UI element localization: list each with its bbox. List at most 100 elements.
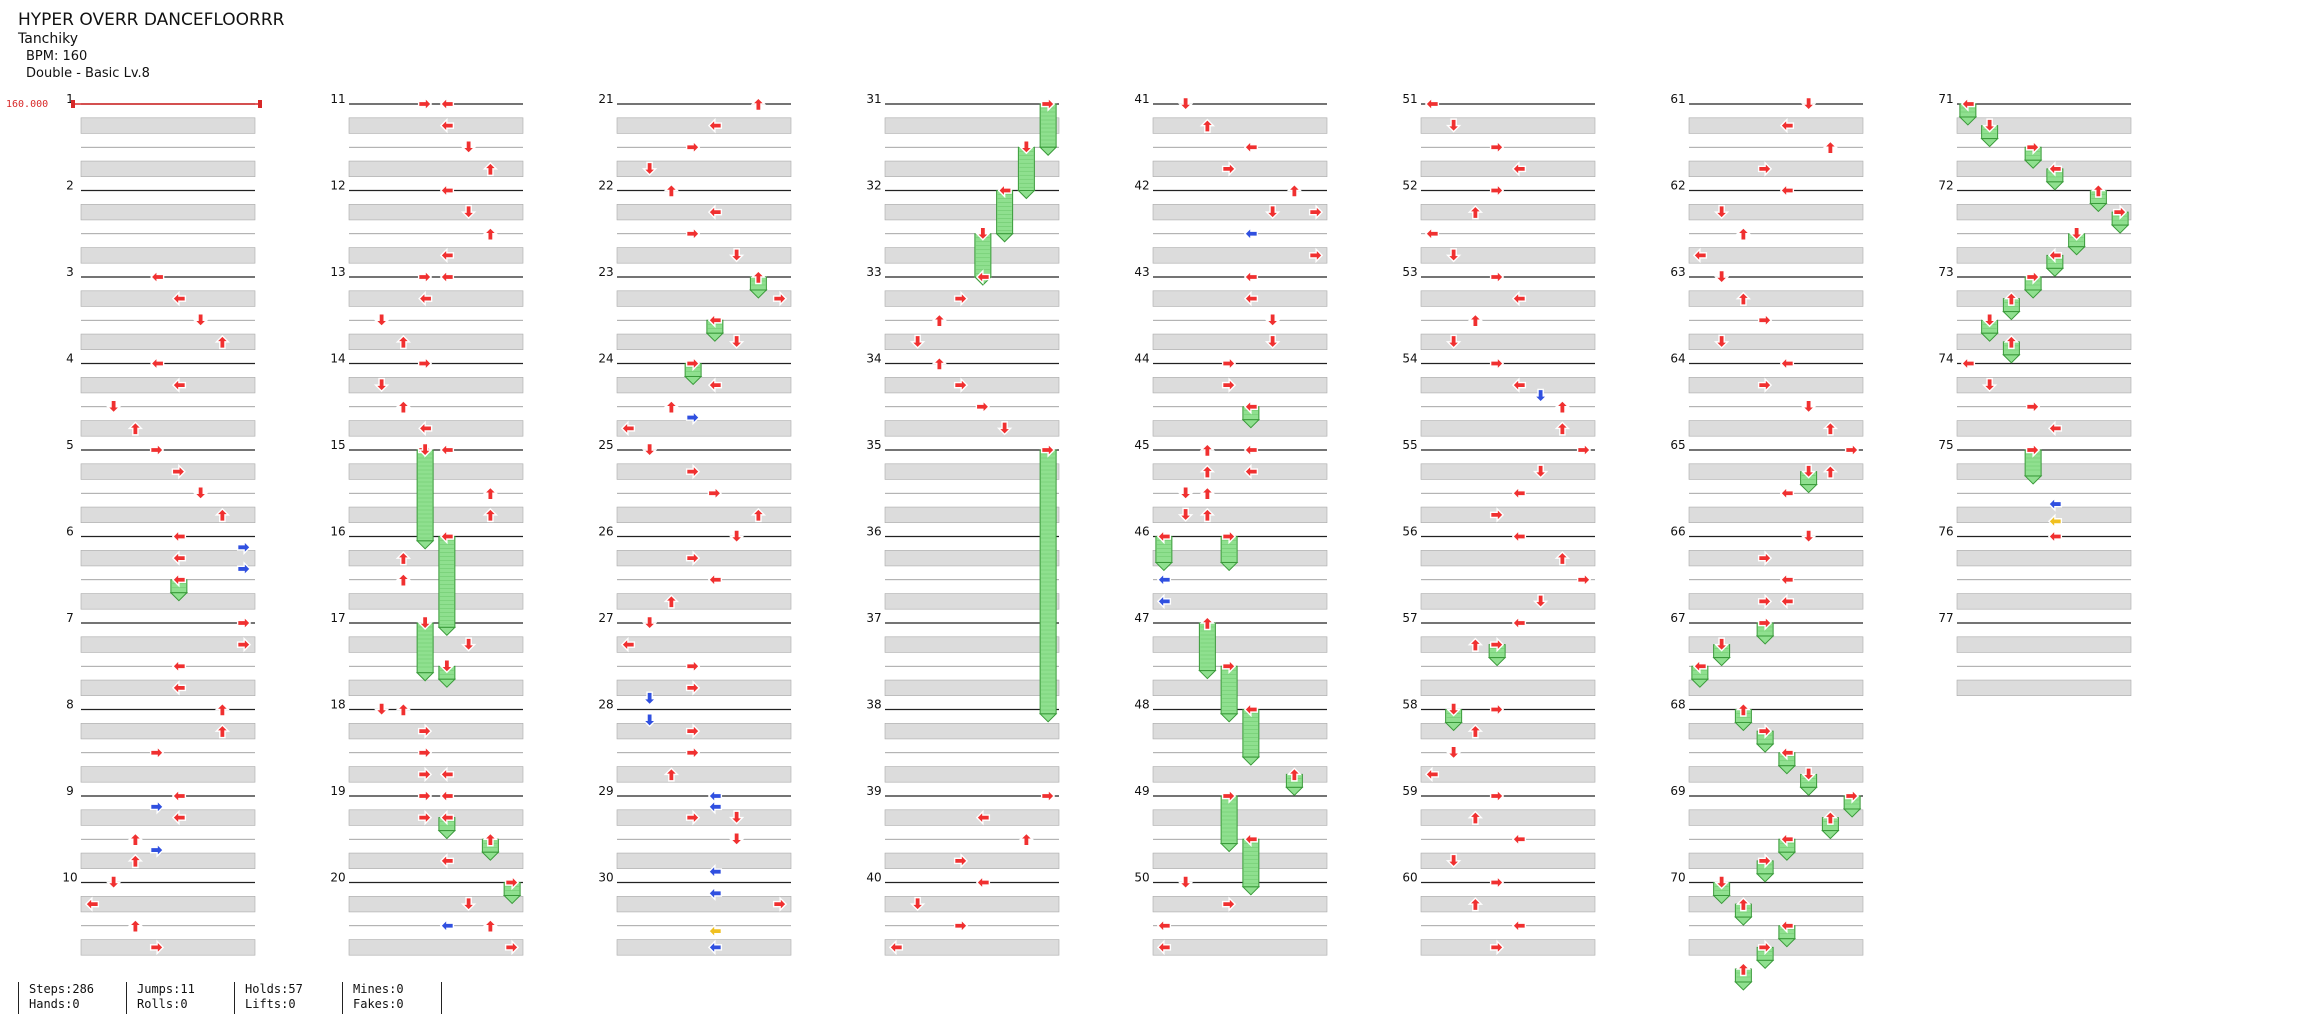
- beat-band: [80, 377, 256, 394]
- arrow-left-icon: [1780, 356, 1795, 371]
- measure-31: 31: [866, 92, 1060, 177]
- beat-band: [1420, 247, 1596, 264]
- arrow-down-icon: [106, 875, 121, 890]
- arrow-left-icon: [440, 97, 455, 111]
- beat-band: [1152, 160, 1328, 177]
- hold-note: [415, 449, 435, 550]
- measure-22: 22: [598, 179, 792, 264]
- beat-band: [884, 160, 1060, 177]
- arrow-left-icon: [150, 356, 165, 371]
- lifts-count: Lifts:0: [245, 997, 296, 1011]
- beat-band: [616, 247, 792, 264]
- beat-band: [884, 852, 1060, 869]
- beat-band: [80, 679, 256, 696]
- arrow-down-icon: [106, 399, 121, 414]
- beat-band: [884, 377, 1060, 394]
- beat-band: [884, 636, 1060, 653]
- measure-11: 11: [330, 92, 524, 177]
- measure-74: 74: [1938, 352, 2132, 437]
- arrow-left-icon: [440, 443, 455, 457]
- measure-62: 62: [1670, 179, 1864, 264]
- beat-band: [348, 333, 524, 350]
- arrow-right-icon: [1489, 183, 1504, 198]
- arrow-down-icon: [1178, 486, 1193, 500]
- arrow-right-icon: [685, 227, 700, 241]
- beat-band: [1956, 117, 2132, 134]
- arrow-down-icon: [1178, 96, 1193, 111]
- beat-band: [616, 550, 792, 567]
- beat-band: [616, 117, 792, 134]
- arrow-down-icon: [374, 702, 389, 717]
- beat-band: [1688, 636, 1864, 653]
- arrow-left-icon: [1157, 919, 1172, 933]
- beat-band: [348, 420, 524, 437]
- arrow-up-icon: [1555, 400, 1570, 414]
- beat-band: [1152, 290, 1328, 307]
- beat-band: [80, 593, 256, 610]
- beat-band: [80, 939, 256, 956]
- beat-band: [1420, 290, 1596, 307]
- arrow-left-icon: [1780, 573, 1795, 587]
- beat-band: [1956, 290, 2132, 307]
- beat-band: [1688, 160, 1864, 177]
- measure-47: 47: [1134, 611, 1328, 696]
- measure-number: 18: [330, 698, 345, 712]
- beat-band: [616, 852, 792, 869]
- measure-number: 3: [66, 265, 74, 279]
- measure-number: 59: [1402, 784, 1417, 798]
- measure-number: 8: [66, 698, 74, 712]
- beat-band: [1152, 247, 1328, 264]
- beat-band: [1152, 420, 1328, 437]
- beat-band: [884, 939, 1060, 956]
- arrow-up-icon: [128, 919, 143, 933]
- measure-number: 14: [330, 352, 345, 366]
- beat-band: [884, 593, 1060, 610]
- song-header: HYPER OVERR DANCEFLOORRR Tanchiky BPM: 1…: [18, 10, 284, 82]
- arrow-up-icon: [396, 400, 411, 414]
- arrow-up-icon: [215, 702, 230, 717]
- measure-38: 38: [866, 698, 1060, 783]
- arrow-up-icon: [1200, 486, 1215, 501]
- measure-number: 19: [330, 784, 345, 798]
- measure-number: 60: [1402, 871, 1417, 885]
- measure-64: 64: [1670, 352, 1864, 437]
- arrow-left-icon: [1244, 443, 1259, 457]
- measure-number: 47: [1134, 611, 1149, 625]
- arrow-right-icon: [1489, 875, 1504, 890]
- measure-number: 17: [330, 611, 345, 625]
- measure-67: 67: [1670, 611, 1864, 696]
- measure-32: 32: [866, 179, 1060, 264]
- bpm-change-line: [71, 100, 262, 108]
- beat-band: [1152, 766, 1328, 783]
- beat-band: [1420, 377, 1596, 394]
- beat-band: [1420, 463, 1596, 480]
- beat-band: [1688, 852, 1864, 869]
- measure-number: 42: [1134, 179, 1149, 193]
- measure-number: 46: [1134, 525, 1149, 539]
- beat-band: [884, 463, 1060, 480]
- measure-number: 52: [1402, 179, 1417, 193]
- beat-band: [348, 160, 524, 177]
- hold-note: [1219, 536, 1239, 572]
- fakes-count: Fakes:0: [353, 997, 404, 1011]
- measure-73: 73: [1938, 265, 2132, 350]
- arrow-down-icon: [729, 529, 744, 544]
- measure-59: 59: [1402, 784, 1596, 869]
- arrow-left-icon: [1425, 227, 1440, 241]
- beat-band: [80, 420, 256, 437]
- beat-band: [1956, 160, 2132, 177]
- measure-36: 36: [866, 525, 1060, 610]
- measure-number: 20: [330, 871, 345, 885]
- measure-number: 2: [66, 179, 74, 193]
- beat-band: [1152, 679, 1328, 696]
- arrow-left-icon: [1512, 832, 1527, 846]
- arrow-right-icon: [236, 616, 251, 630]
- measure-33: 33: [866, 265, 1060, 350]
- beat-band: [1688, 247, 1864, 264]
- measure-number: 56: [1402, 525, 1417, 539]
- beat-band: [80, 290, 256, 307]
- beat-band: [348, 247, 524, 264]
- measure-number: 58: [1402, 698, 1417, 712]
- beat-band: [80, 333, 256, 350]
- beat-band: [80, 506, 256, 523]
